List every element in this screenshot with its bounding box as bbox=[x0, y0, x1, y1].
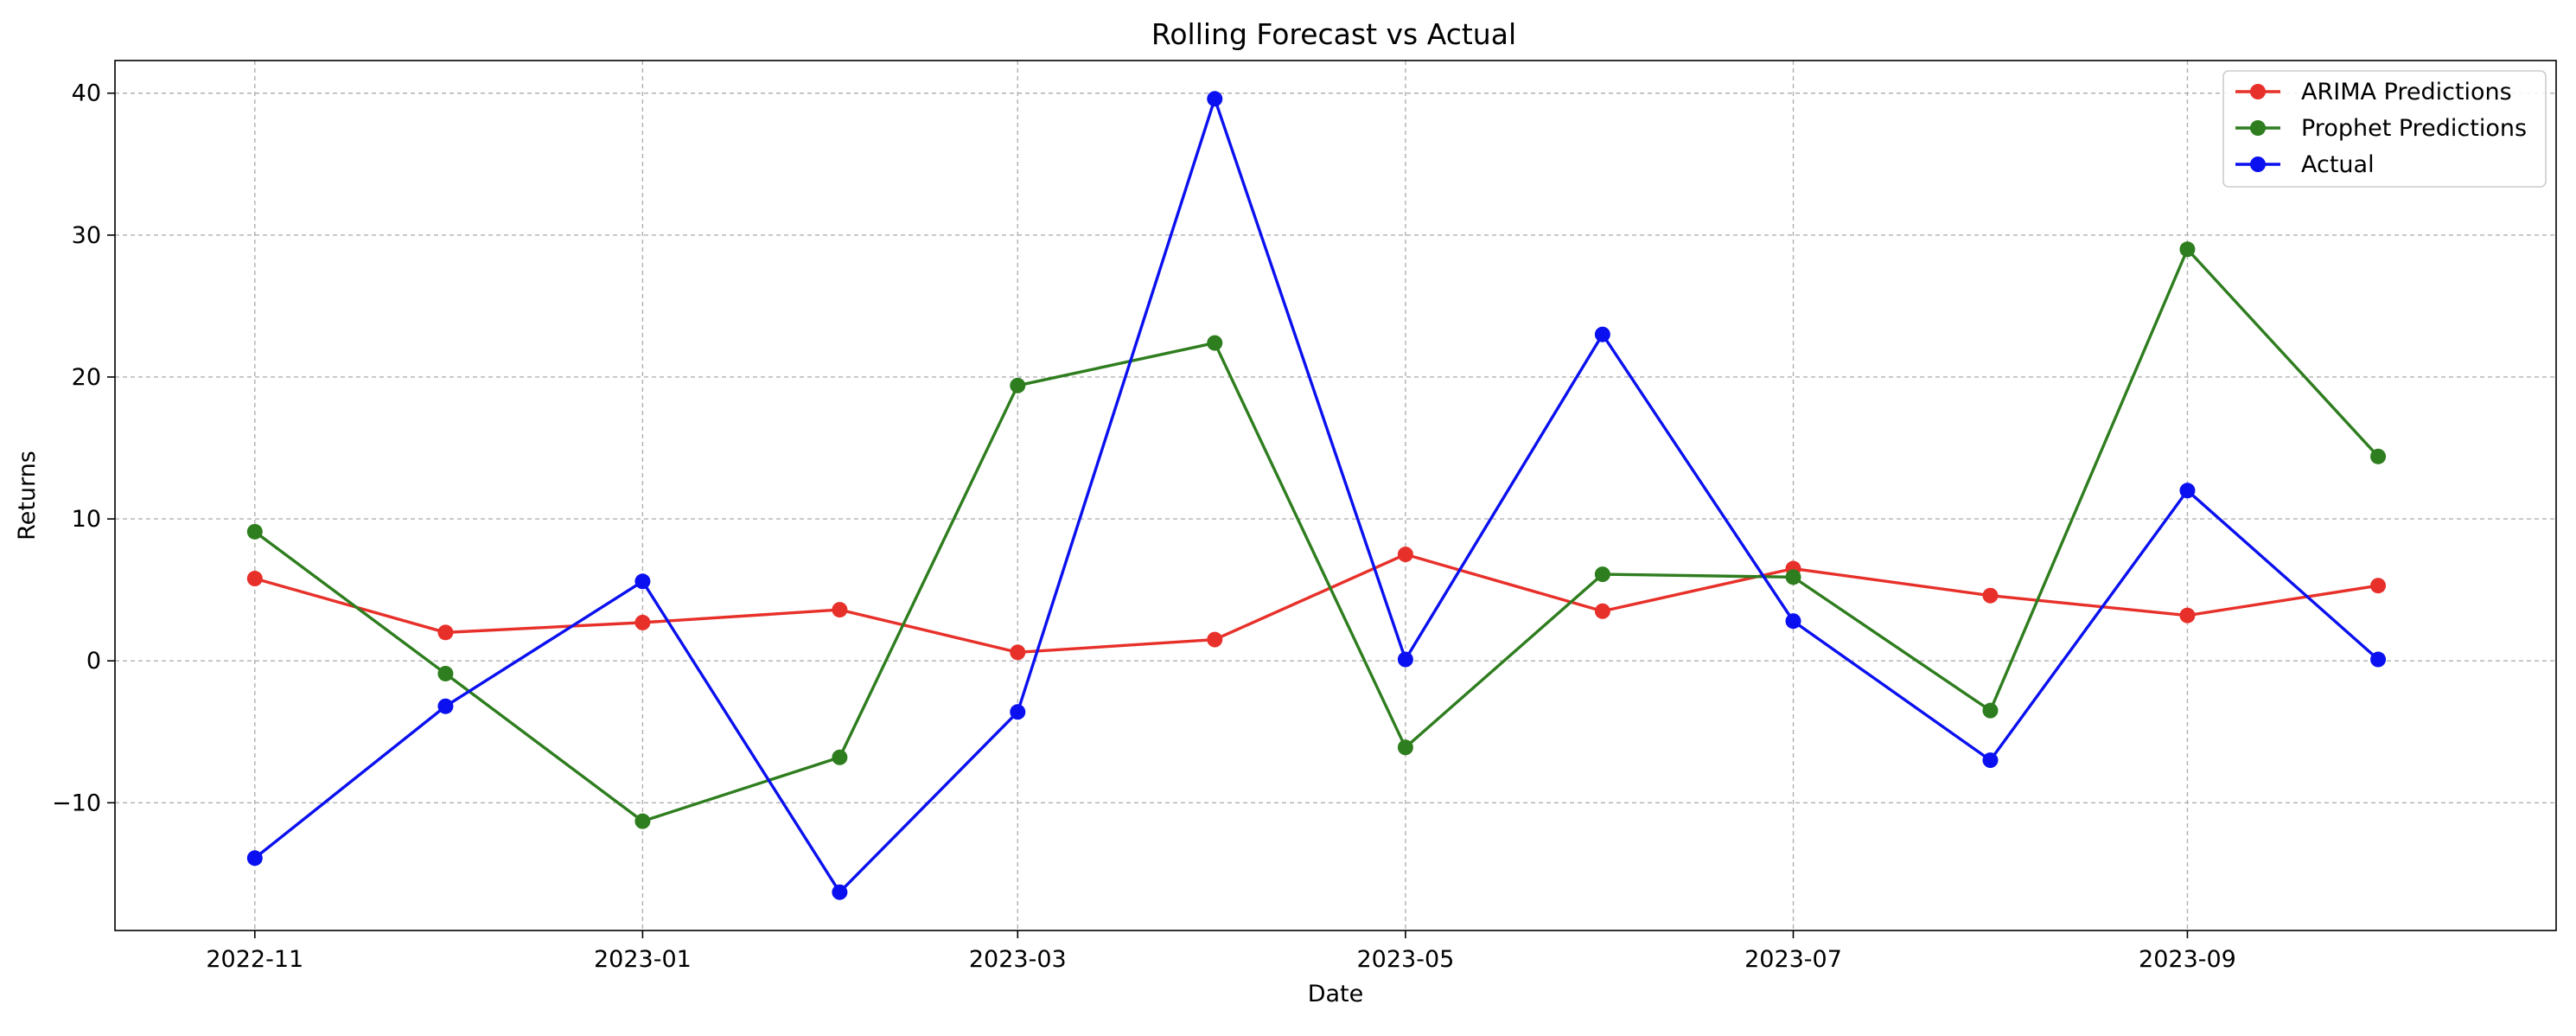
y-tick-label: 20 bbox=[72, 364, 101, 391]
data-point bbox=[1785, 569, 1801, 585]
data-point bbox=[1982, 702, 1999, 719]
data-point bbox=[634, 573, 651, 590]
legend-marker bbox=[2250, 120, 2266, 136]
legend-item: ARIMA Predictions bbox=[2235, 79, 2512, 106]
legend-label: ARIMA Predictions bbox=[2301, 79, 2512, 106]
y-tick-label: 10 bbox=[72, 506, 101, 533]
series-line bbox=[253, 97, 2380, 894]
data-point bbox=[2179, 241, 2196, 258]
data-point bbox=[1594, 566, 1610, 583]
x-tick-label: 2023-09 bbox=[2139, 946, 2236, 973]
data-point bbox=[1982, 587, 1999, 604]
legend-item: Prophet Predictions bbox=[2235, 115, 2527, 142]
data-point bbox=[1785, 613, 1801, 630]
chart-title: Rolling Forecast vs Actual bbox=[1151, 17, 1516, 51]
series-line bbox=[254, 553, 2379, 655]
data-point bbox=[634, 614, 651, 630]
data-point bbox=[1982, 752, 1999, 769]
legend: ARIMA Predictions Prophet Predictions Actu… bbox=[2222, 70, 2547, 188]
series-0 bbox=[246, 547, 2387, 661]
data-point bbox=[1207, 91, 1223, 107]
data-point bbox=[2179, 483, 2196, 499]
data-point bbox=[1010, 704, 1026, 720]
x-tick-label: 2022-11 bbox=[206, 946, 303, 973]
data-point bbox=[634, 813, 651, 829]
legend-label: Actual bbox=[2301, 151, 2375, 178]
x-axis: 2022-11 2023-01 2023-03 2023-05 2023-07 2023-… bbox=[206, 930, 2236, 973]
data-point bbox=[1207, 631, 1223, 648]
y-tick-label: 40 bbox=[72, 80, 101, 107]
legend-box bbox=[2222, 70, 2547, 188]
x-axis-label: Date bbox=[1308, 981, 1364, 1007]
data-point bbox=[1010, 377, 1026, 393]
x-tick-label: 2023-01 bbox=[594, 946, 692, 973]
plot-frame bbox=[114, 60, 2557, 931]
legend-item: Actual bbox=[2235, 151, 2375, 178]
data-point bbox=[1207, 335, 1223, 351]
data-point bbox=[2370, 651, 2387, 668]
y-axis: −10 0 10 20 30 40 bbox=[52, 80, 115, 816]
data-point bbox=[832, 884, 848, 900]
legend-marker bbox=[2250, 84, 2266, 99]
series-1 bbox=[246, 241, 2387, 829]
y-tick-label: 0 bbox=[86, 648, 101, 675]
data-point bbox=[246, 850, 263, 867]
series-line bbox=[253, 247, 2380, 823]
series-layer bbox=[246, 91, 2387, 900]
data-point bbox=[1010, 644, 1026, 661]
data-point bbox=[2370, 578, 2387, 594]
data-point bbox=[1594, 326, 1610, 342]
data-point bbox=[832, 602, 848, 618]
data-point bbox=[437, 624, 454, 641]
data-point bbox=[1594, 603, 1610, 619]
y-tick-label: −10 bbox=[52, 790, 101, 816]
data-point bbox=[2179, 607, 2196, 624]
legend-label: Prophet Predictions bbox=[2301, 115, 2527, 142]
series-2 bbox=[246, 91, 2387, 900]
x-tick-label: 2023-05 bbox=[1356, 946, 1454, 973]
y-tick-label: 30 bbox=[72, 222, 101, 249]
x-tick-label: 2023-03 bbox=[969, 946, 1067, 973]
legend-marker bbox=[2250, 157, 2266, 172]
data-point bbox=[2370, 448, 2387, 464]
data-point bbox=[1397, 739, 1413, 756]
data-point bbox=[246, 523, 263, 540]
data-point bbox=[437, 698, 454, 714]
data-point bbox=[832, 749, 848, 765]
data-point bbox=[246, 571, 263, 587]
x-tick-label: 2023-07 bbox=[1744, 946, 1842, 973]
data-point bbox=[1397, 547, 1413, 563]
y-axis-label: Returns bbox=[14, 451, 41, 540]
data-point bbox=[1397, 651, 1413, 668]
grid bbox=[115, 61, 2556, 930]
data-point bbox=[437, 665, 454, 681]
